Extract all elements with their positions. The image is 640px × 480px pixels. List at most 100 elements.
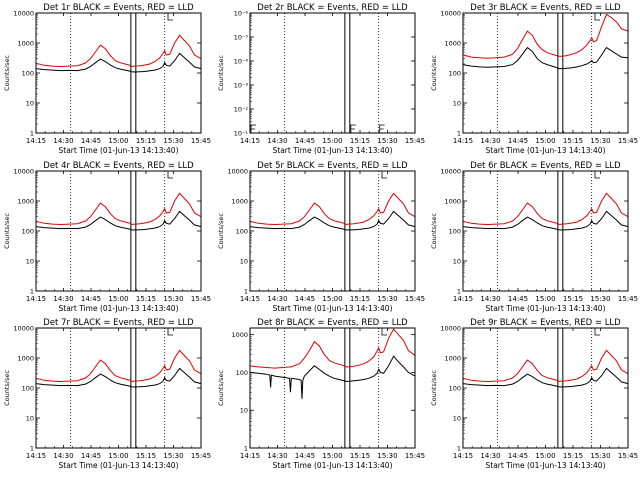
flag-marker bbox=[167, 13, 173, 21]
chart-panel-1: Det 1r BLACK = Events, RED = LLD Counts/s… bbox=[3, 3, 211, 155]
y-tick-label: 1000 bbox=[444, 198, 461, 206]
y-tick-label: 1 bbox=[244, 445, 248, 453]
x-tick-label: 15:00 bbox=[108, 452, 128, 460]
x-tick-label: 14:45 bbox=[295, 295, 315, 303]
x-tick-label: 14:30 bbox=[53, 295, 73, 303]
x-tick-label: 14:45 bbox=[508, 137, 528, 145]
lld-series-line bbox=[462, 192, 629, 226]
marker-F bbox=[350, 124, 356, 133]
chart-panel-5: Det 5r BLACK = Events, RED = LLD Counts/s… bbox=[217, 161, 425, 313]
lld-series-line bbox=[462, 349, 629, 383]
y-tick-label: 1000 bbox=[444, 355, 461, 363]
y-tick-label: 10 bbox=[453, 100, 461, 108]
x-tick-label: 14:30 bbox=[480, 295, 500, 303]
x-tick-label: 15:45 bbox=[618, 137, 638, 145]
x-tick-label: 15:45 bbox=[191, 452, 211, 460]
events-series-line bbox=[249, 355, 416, 399]
x-axis-label: Start Time (01-Jun-13 14:13:40) bbox=[486, 304, 606, 313]
flag-marker bbox=[167, 171, 173, 179]
x-axis-label: Start Time (01-Jun-13 14:13:40) bbox=[59, 146, 179, 155]
events-series-line bbox=[35, 210, 202, 231]
y-tick-label: 10000 bbox=[13, 168, 34, 176]
x-tick-label: 15:45 bbox=[405, 295, 425, 303]
x-axis-label: Start Time (01-Jun-13 14:13:40) bbox=[486, 461, 606, 470]
x-tick-label: 14:15 bbox=[240, 137, 260, 145]
x-tick-label: 15:00 bbox=[322, 137, 342, 145]
chart-title: Det 3r BLACK = Events, RED = LLD bbox=[470, 3, 621, 13]
x-tick-label: 14:15 bbox=[453, 452, 473, 460]
x-tick-label: 14:30 bbox=[267, 452, 287, 460]
y-tick-label: 1000 bbox=[231, 331, 248, 339]
x-tick-label: 15:30 bbox=[163, 137, 183, 145]
x-tick-label: 15:45 bbox=[405, 137, 425, 145]
chart-panel-4: Det 4r BLACK = Events, RED = LLD Counts/s… bbox=[3, 161, 211, 313]
y-tick-label: 1000 bbox=[444, 40, 461, 48]
y-axis-label: Counts/sec bbox=[430, 55, 438, 91]
x-tick-label: 15:45 bbox=[618, 452, 638, 460]
y-tick-label: 10 bbox=[240, 407, 248, 415]
y-tick-label: 1 bbox=[30, 130, 34, 138]
y-axis-label: Counts/sec bbox=[217, 55, 225, 91]
lld-series-line bbox=[462, 13, 629, 59]
x-tick-label: 15:00 bbox=[322, 295, 342, 303]
x-tick-label: 15:15 bbox=[563, 137, 583, 145]
x-tick-label: 15:15 bbox=[136, 137, 156, 145]
x-tick-label: 14:15 bbox=[453, 295, 473, 303]
x-axis-label: Start Time (01-Jun-13 14:13:40) bbox=[59, 304, 179, 313]
plot-frame bbox=[249, 170, 416, 292]
y-axis-label: Counts/sec bbox=[3, 370, 11, 406]
lld-series-line bbox=[249, 328, 416, 369]
y-tick-label: 10000 bbox=[13, 10, 34, 18]
x-tick-label: 15:30 bbox=[163, 295, 183, 303]
x-tick-label: 14:30 bbox=[53, 452, 73, 460]
x-tick-label: 15:15 bbox=[136, 452, 156, 460]
chart-title: Det 2r BLACK = Events, RED = LLD bbox=[257, 3, 408, 13]
y-tick-label: 10000 bbox=[440, 168, 461, 176]
flag-marker bbox=[167, 328, 173, 336]
x-tick-label: 14:30 bbox=[53, 137, 73, 145]
x-tick-label: 15:00 bbox=[535, 295, 555, 303]
x-tick-label: 14:45 bbox=[508, 295, 528, 303]
y-tick-label: 10⁻⁶ bbox=[234, 10, 249, 18]
x-tick-label: 14:15 bbox=[26, 452, 46, 460]
chart-panel-3: Det 3r BLACK = Events, RED = LLD Counts/s… bbox=[430, 3, 638, 155]
y-tick-label: 10000 bbox=[440, 10, 461, 18]
y-tick-label: 10000 bbox=[227, 168, 248, 176]
y-axis-label: Counts/sec bbox=[3, 213, 11, 249]
events-series-line bbox=[35, 367, 202, 388]
chart-panel-8: Det 8r BLACK = Events, RED = LLD Counts/s… bbox=[217, 318, 425, 470]
x-tick-label: 15:00 bbox=[535, 452, 555, 460]
x-tick-label: 14:15 bbox=[26, 295, 46, 303]
x-tick-label: 15:00 bbox=[108, 137, 128, 145]
y-tick-label: 1000 bbox=[17, 40, 34, 48]
y-tick-label: 10⁻² bbox=[234, 106, 249, 114]
x-tick-label: 15:30 bbox=[377, 452, 397, 460]
x-tick-label: 14:15 bbox=[240, 295, 260, 303]
events-series-line bbox=[35, 52, 202, 73]
x-tick-label: 14:45 bbox=[295, 137, 315, 145]
chart-title: Det 6r BLACK = Events, RED = LLD bbox=[470, 161, 621, 171]
x-tick-label: 15:15 bbox=[350, 295, 370, 303]
y-axis-label: Counts/sec bbox=[430, 213, 438, 249]
y-axis-label: Counts/sec bbox=[217, 213, 225, 249]
x-tick-label: 15:30 bbox=[590, 137, 610, 145]
chart-title: Det 5r BLACK = Events, RED = LLD bbox=[257, 161, 408, 171]
chart-panel-6: Det 6r BLACK = Events, RED = LLD Counts/s… bbox=[430, 161, 638, 313]
x-tick-label: 15:00 bbox=[535, 137, 555, 145]
marker-E bbox=[250, 124, 256, 134]
x-axis-label: Start Time (01-Jun-13 14:13:40) bbox=[486, 146, 606, 155]
y-tick-label: 10 bbox=[453, 415, 461, 423]
x-tick-label: 14:45 bbox=[81, 452, 101, 460]
y-tick-label: 10⁻⁴ bbox=[234, 58, 249, 66]
x-tick-label: 15:30 bbox=[590, 452, 610, 460]
chart-title: Det 8r BLACK = Events, RED = LLD bbox=[257, 318, 408, 328]
x-tick-label: 15:15 bbox=[563, 452, 583, 460]
y-tick-label: 100 bbox=[449, 70, 461, 78]
y-tick-label: 1 bbox=[457, 445, 461, 453]
x-tick-label: 14:30 bbox=[267, 137, 287, 145]
x-axis-label: Start Time (01-Jun-13 14:13:40) bbox=[273, 461, 393, 470]
x-tick-label: 15:00 bbox=[108, 295, 128, 303]
y-tick-label: 10⁻⁵ bbox=[234, 34, 249, 42]
